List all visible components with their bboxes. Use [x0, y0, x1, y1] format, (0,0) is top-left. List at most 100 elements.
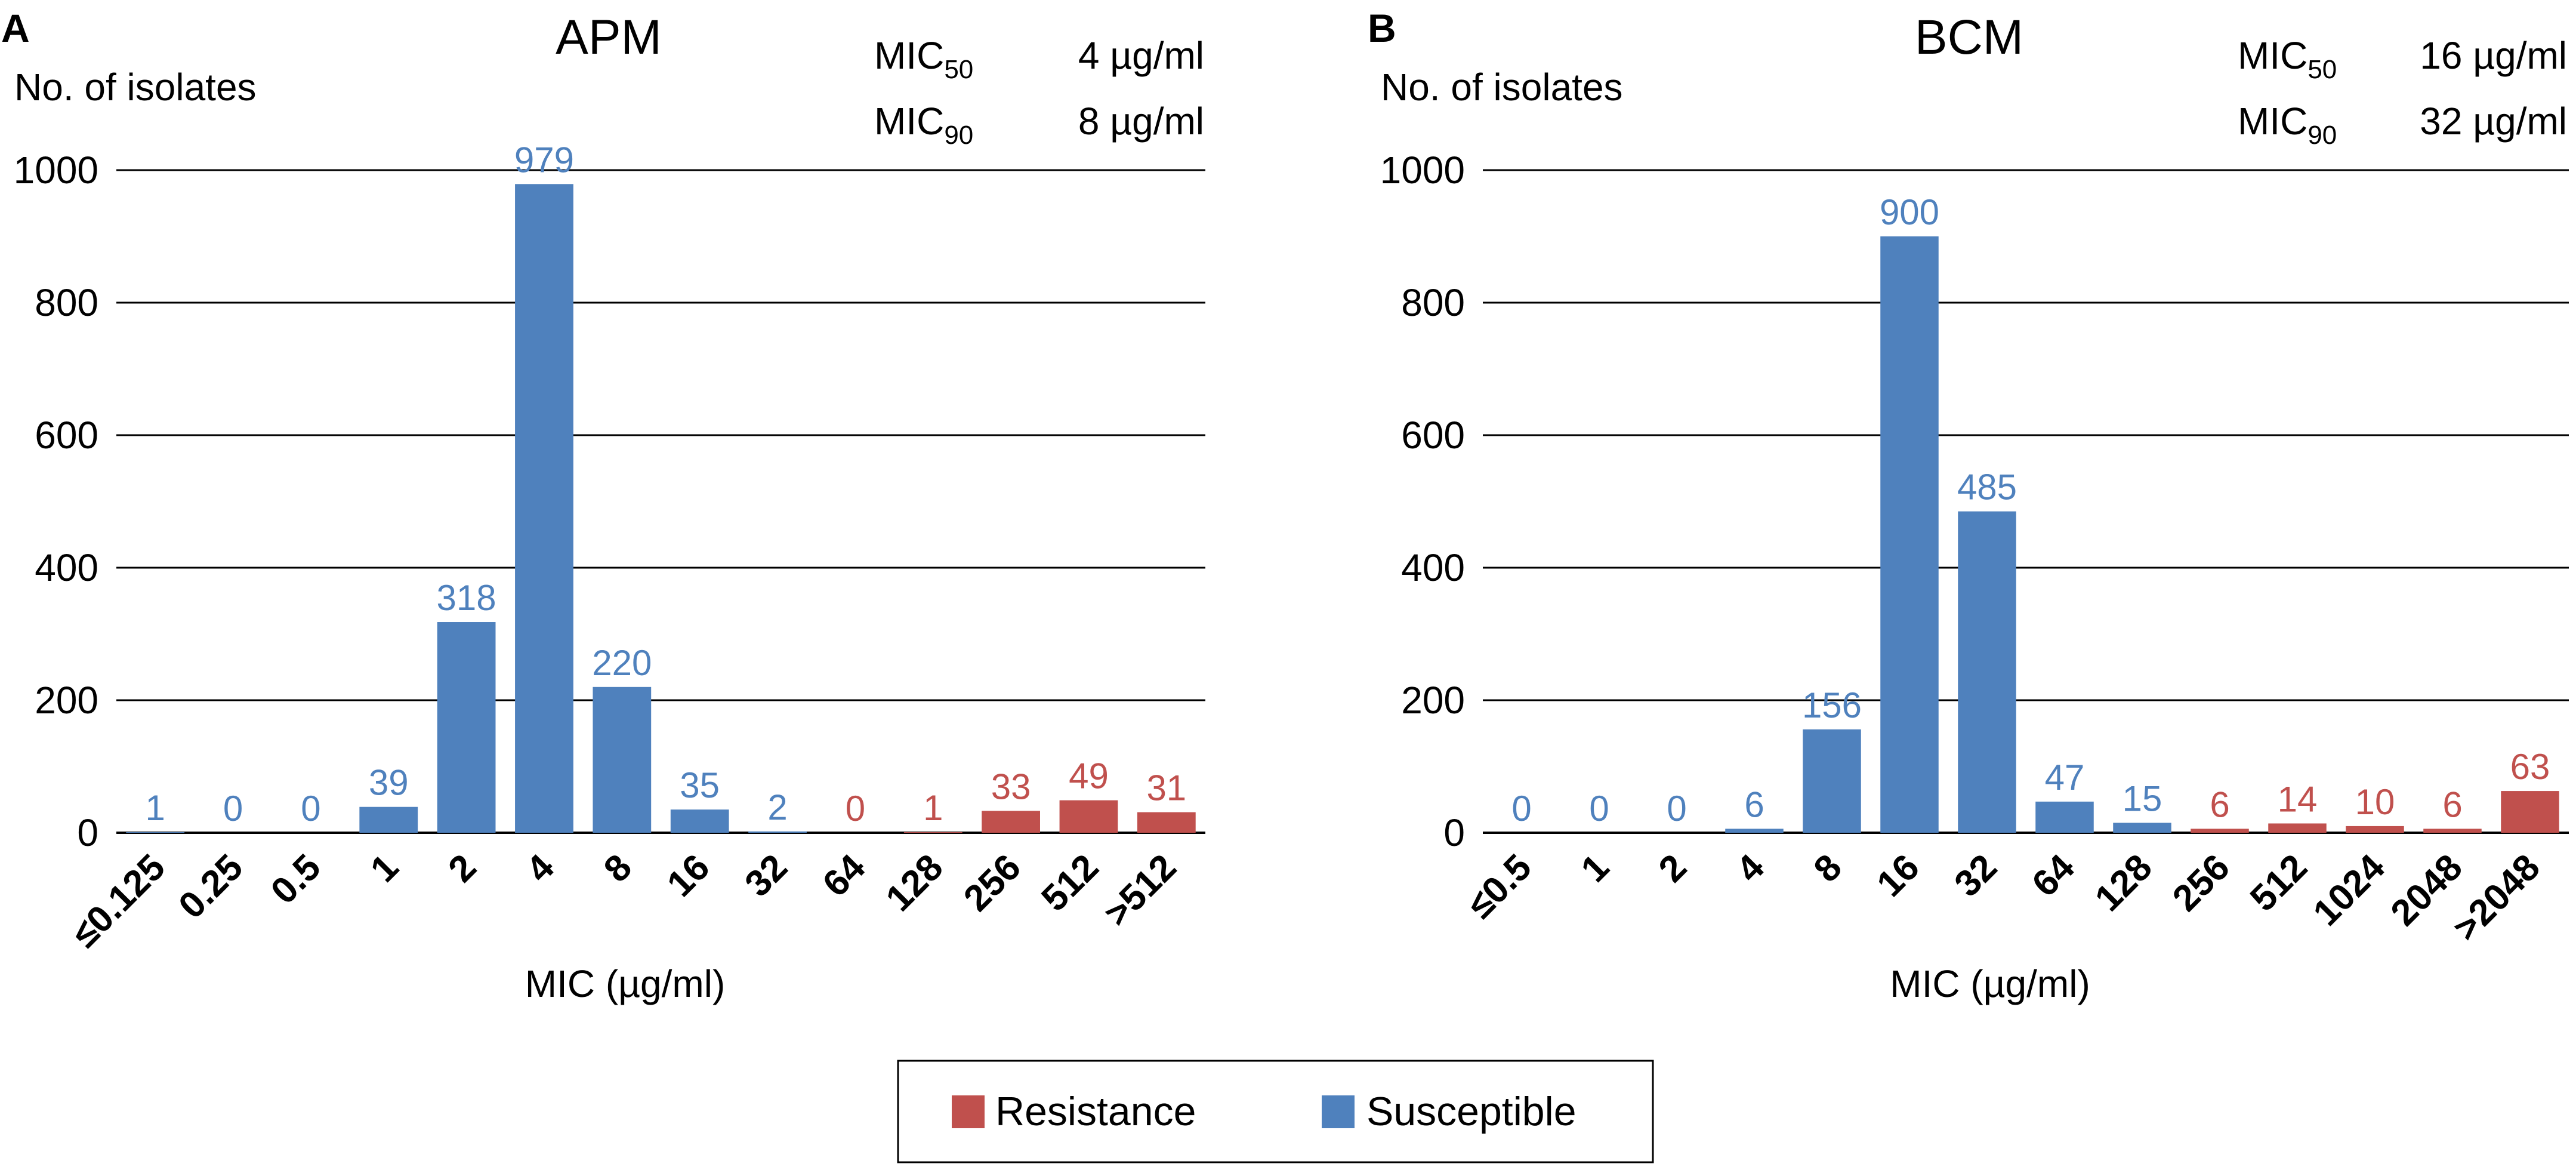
data-label: 10: [2355, 782, 2395, 822]
data-label: 318: [437, 578, 496, 618]
y-tick-label: 600: [1401, 414, 1465, 457]
data-label: 39: [369, 763, 409, 803]
mic90-value: 8 µg/ml: [1078, 100, 1204, 143]
mic50-value: 16 µg/ml: [2420, 34, 2567, 77]
x-tick-label: 32: [1946, 846, 2005, 905]
x-tick-label: ≤0.125: [64, 846, 174, 956]
x-tick-label: 128: [878, 846, 951, 919]
x-tick-label: 64: [2024, 846, 2083, 905]
bar-32: [1958, 511, 2016, 833]
data-label: 6: [2210, 784, 2229, 824]
x-tick-label: 1024: [2306, 846, 2393, 934]
data-label: 49: [1069, 756, 1109, 796]
y-tick-label: 400: [1401, 546, 1465, 589]
x-tick-label: 128: [2087, 846, 2160, 919]
x-tick-label: 16: [659, 846, 718, 905]
x-tick-label: >2048: [2445, 846, 2548, 949]
data-label: 47: [2045, 758, 2085, 798]
legend-swatch-resistance: [952, 1095, 985, 1128]
data-label: 0: [1511, 789, 1531, 829]
bar-128: [903, 832, 962, 833]
x-axis-label: MIC (µg/ml): [1890, 962, 2090, 1005]
data-label: 6: [1744, 784, 1764, 824]
x-tick-label: 256: [2165, 846, 2238, 919]
bar-4: [515, 184, 573, 833]
y-tick-label: 800: [35, 281, 98, 324]
data-label: 35: [680, 765, 720, 805]
bar-256: [2191, 829, 2249, 833]
y-tick-label: 1000: [1380, 149, 1465, 192]
bar-16: [670, 809, 729, 833]
x-tick-label: 1: [363, 846, 406, 890]
bar-256: [982, 811, 1040, 833]
mic90-value: 32 µg/ml: [2420, 100, 2567, 143]
x-tick-label: 32: [737, 846, 795, 905]
bar-≤0.125: [126, 832, 185, 833]
legend-label-resistance: Resistance: [995, 1089, 1196, 1134]
bar-8: [1803, 729, 1861, 833]
bar-512: [1059, 800, 1118, 833]
data-label: 63: [2510, 747, 2550, 787]
x-tick-label: 4: [519, 846, 563, 891]
data-label: 2: [767, 787, 787, 827]
bar-2048: [2423, 829, 2482, 833]
bar-8: [593, 686, 652, 833]
x-tick-label: ≤0.5: [1460, 846, 1540, 926]
x-tick-label: 0.5: [263, 846, 329, 912]
y-axis-label: No. of isolates: [1381, 66, 1623, 109]
bar-32: [748, 831, 807, 833]
bar-1024: [2346, 826, 2404, 833]
data-label: 979: [514, 140, 574, 180]
legend-box: [897, 1060, 1654, 1163]
chart-panel-b: B BCM No. of isolates MIC50 16 µg/ml MIC90 32 …: [1368, 6, 2569, 1005]
panel-label: A: [1, 6, 30, 50]
y-tick-label: 200: [35, 679, 98, 722]
y-tick-label: 600: [35, 414, 98, 457]
x-tick-label: 512: [2242, 846, 2315, 919]
x-tick-label: 0.25: [171, 846, 251, 926]
mic50-label: MIC50: [874, 34, 973, 84]
y-tick-label: 1000: [14, 149, 98, 192]
data-label: 31: [1146, 768, 1186, 808]
bar-512: [2268, 823, 2327, 833]
mic50-value: 4 µg/ml: [1078, 34, 1204, 77]
y-tick-label: 400: [35, 546, 98, 589]
bar->512: [1137, 812, 1196, 833]
panel-label: B: [1368, 6, 1396, 50]
data-label: 0: [223, 789, 243, 829]
x-tick-label: 16: [1869, 846, 1927, 905]
data-label: 14: [2278, 779, 2318, 819]
x-tick-label: 256: [956, 846, 1029, 919]
bar-1: [359, 806, 418, 833]
y-tick-label: 0: [1443, 811, 1465, 854]
bar-64: [2035, 801, 2094, 833]
data-label: 0: [301, 789, 320, 829]
chart-title: BCM: [1915, 10, 2023, 64]
chart-title: APM: [556, 10, 662, 64]
data-label: 1: [145, 788, 165, 828]
data-label: 0: [1589, 789, 1609, 829]
x-tick-label: 64: [815, 846, 874, 905]
data-label: 485: [1957, 467, 2017, 507]
y-tick-label: 800: [1401, 281, 1465, 324]
x-tick-label: 2: [1651, 846, 1695, 890]
bar-128: [2113, 823, 2171, 833]
x-tick-label: 2: [440, 846, 484, 890]
data-label: 0: [846, 789, 865, 829]
bar->2048: [2501, 791, 2559, 833]
data-label: 220: [592, 643, 652, 683]
x-tick-label: 512: [1034, 846, 1106, 919]
x-axis-label: MIC (µg/ml): [525, 962, 726, 1005]
x-tick-label: 8: [1806, 846, 1850, 890]
x-tick-label: >512: [1096, 846, 1184, 935]
chart-panel-a: A APM No. of isolates MIC50 4 µg/ml MIC90 8 µg…: [1, 6, 1205, 1005]
bar-2: [437, 622, 496, 833]
data-label: 1: [923, 788, 943, 828]
legend: Resistance Susceptible: [897, 1060, 1654, 1163]
bar-16: [1880, 236, 1939, 833]
x-tick-label: 1: [1574, 846, 1617, 890]
y-axis-label: No. of isolates: [14, 66, 257, 109]
legend-label-susceptible: Susceptible: [1366, 1089, 1577, 1134]
y-tick-label: 0: [77, 811, 98, 854]
